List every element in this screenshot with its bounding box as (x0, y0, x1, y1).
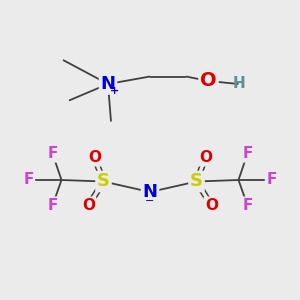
Text: −: − (145, 196, 155, 206)
Text: F: F (47, 198, 58, 213)
Text: F: F (242, 146, 253, 161)
Text: S: S (190, 172, 203, 190)
Text: N: N (100, 75, 116, 93)
Text: H: H (232, 76, 245, 92)
Text: O: O (200, 71, 217, 91)
Text: F: F (266, 172, 277, 188)
Text: S: S (97, 172, 110, 190)
Text: +: + (110, 85, 119, 96)
Text: O: O (199, 150, 212, 165)
Text: O: O (205, 198, 218, 213)
Text: F: F (23, 172, 34, 188)
Text: O: O (82, 198, 95, 213)
Text: O: O (88, 150, 101, 165)
Text: F: F (47, 146, 58, 161)
Text: N: N (142, 183, 158, 201)
Text: F: F (242, 198, 253, 213)
